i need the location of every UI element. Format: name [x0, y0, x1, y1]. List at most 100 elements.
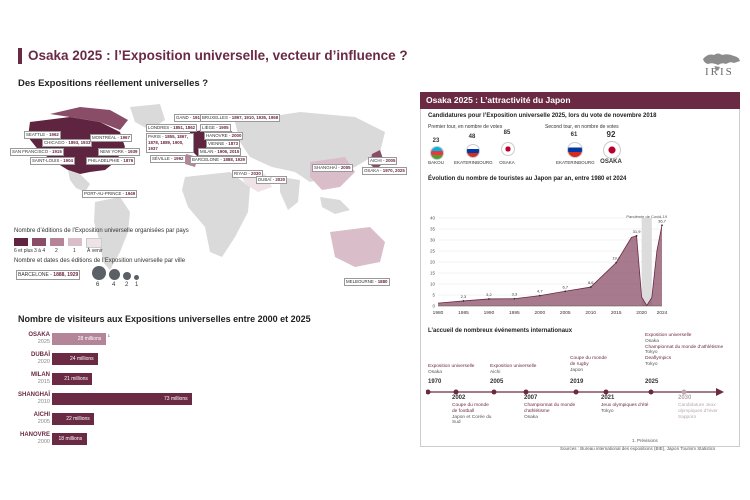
city-label: LIÈGE - 1905: [200, 124, 231, 132]
legend-bubble-label: 1: [135, 282, 139, 288]
x-tick-label: 2015: [611, 310, 622, 316]
x-tick-label: 1985: [458, 310, 469, 316]
legend-label: 1: [73, 248, 76, 254]
city-label: BARCELONE - 1888, 1929: [190, 156, 247, 164]
country-label: EKATERINBOURG: [454, 160, 493, 165]
legend-bubble-label: 4: [112, 282, 116, 288]
y-tick-label: 25: [430, 249, 436, 254]
data-point: [589, 286, 592, 288]
japan-panel-title: Osaka 2025 : L’attractivité du Japon: [426, 95, 571, 105]
y-tick-label: 30: [430, 238, 436, 243]
x-tick-label: 2005: [560, 310, 571, 316]
timeline-event: Exposition universelle Osaka Championnat …: [645, 333, 724, 367]
legend-swatch: [86, 238, 102, 248]
sources: Sources : Bureau international des expos…: [560, 446, 716, 451]
legend-label: À venir: [87, 248, 103, 254]
city-label: NEW YORK - 1939: [98, 148, 140, 156]
tourism-title: Évolution du nombre de touristes au Japo…: [428, 176, 627, 182]
city-label: PARIS - 1855, 1867, 1878, 1889, 1900, 19…: [146, 133, 194, 153]
timeline-year: 2030: [678, 395, 692, 401]
y-tick-label: 10: [430, 282, 436, 287]
data-label: 2,3: [461, 294, 467, 299]
japan-panel-header: [420, 92, 740, 109]
visitors-bar: [52, 393, 192, 405]
data-label: 31,9: [633, 229, 642, 234]
round1-label: Premier tour, en nombre de votes: [428, 124, 503, 130]
footnote: 1. Prévisions: [632, 438, 658, 443]
timeline-year: 2021: [601, 395, 615, 401]
visitors-bar: [52, 353, 99, 365]
visitors-city: MILAN: [31, 372, 50, 378]
votes-count: 23: [432, 138, 440, 144]
legend-editions-title: Nombre d’éditions de l’Exposition univer…: [14, 228, 189, 234]
x-tick-label: 2010: [585, 310, 596, 316]
x-tick-label: 1995: [509, 310, 520, 316]
city-label: SEATTLE - 1962: [24, 131, 61, 139]
country-label: OSAKA: [499, 160, 515, 165]
data-point: [488, 298, 490, 300]
x-tick-label: 2000: [534, 310, 545, 316]
visitors-heading: Nombre de visiteurs aux Expositions univ…: [18, 314, 311, 324]
legend-bubble: [123, 272, 131, 280]
x-tick-label: 1980: [433, 310, 444, 316]
visitors-value-label: 21 millions: [64, 376, 88, 382]
visitors-value-label: 24 millions: [70, 356, 94, 362]
round2-label: Second tour, en nombre de votes: [545, 124, 619, 130]
data-point: [635, 234, 638, 237]
data-label: 36,7: [658, 218, 667, 223]
city-label: SAN FRANCISCO - 1915: [10, 148, 64, 156]
visitors-bar: [52, 433, 87, 445]
globe-logo-icon: [703, 53, 740, 71]
visitors-bar: [52, 413, 95, 425]
y-tick-label: 40: [430, 216, 436, 221]
legend-cities-title: Nombre et dates des éditions de l’Exposi…: [14, 258, 186, 264]
country-label: EKATERINBOURG: [556, 160, 595, 165]
data-label: 3,2: [486, 292, 492, 297]
visitors-note-marker: 1: [107, 333, 110, 338]
x-tick-label: 1990: [484, 310, 495, 316]
visitors-city: DUBAÏ: [31, 352, 50, 358]
y-tick-label: 0: [432, 304, 435, 309]
votes-count: 85: [503, 130, 511, 136]
visitors-city: HANOVRE: [19, 432, 50, 438]
visitors-bar: [52, 333, 106, 345]
city-label: MILAN - 1906, 2015: [198, 148, 242, 156]
legend-swatch: [50, 238, 64, 246]
visitors-year: 2015: [37, 379, 50, 385]
tourism-area: [438, 225, 662, 306]
timeline-event: Exposition universelle Aichi: [490, 364, 537, 375]
data-point: [513, 297, 516, 300]
data-label: 19,7: [612, 256, 621, 261]
legend-bubble: [92, 266, 106, 280]
timeline-event: Exposition universelle Osaka: [428, 364, 475, 375]
timeline-event: Championnat du monde d’athlétisme Osaka: [524, 403, 576, 420]
legend-bubble: [109, 269, 120, 280]
country-label: OSAKA: [600, 159, 622, 165]
timeline-dot: [603, 389, 609, 395]
timeline-year: 1970: [428, 379, 442, 385]
timeline-year: 2007: [524, 395, 538, 401]
city-label: HANOVRE - 2000: [204, 132, 244, 140]
data-label: 3,3: [512, 292, 518, 297]
y-tick-label: 5: [432, 293, 435, 298]
data-point: [564, 290, 567, 293]
city-label: PORT-AU-PRINCE - 1949: [82, 190, 138, 198]
city-label: SÉVILLE - 1992: [150, 155, 186, 163]
votes-count: 61: [570, 132, 578, 138]
y-tick-label: 15: [430, 271, 436, 276]
tourism-area-chart: 0 5 10 15 20 25 30 35 40 Pandémie de Covid-19 2,3 3…: [430, 214, 668, 316]
legend-bubble-label: 2: [125, 282, 129, 288]
timeline-event: Candidature Jeux olympiques d’hiver Sappo…: [678, 403, 718, 420]
candidatures-title: Candidatures pour l’Exposition universel…: [428, 113, 657, 119]
city-label: SHANGHAÏ - 2005: [312, 164, 353, 172]
country-label: BAKOU: [428, 160, 444, 165]
visitors-value-label: 73 millions: [164, 396, 188, 402]
legend-swatch: [68, 238, 82, 246]
visitors-city: OSAKA: [28, 332, 50, 338]
city-label: CHICAGO - 1893, 1933: [42, 139, 93, 147]
azerbaijan-flag-icon: [430, 146, 444, 160]
y-tick-label: 20: [430, 260, 436, 265]
city-label: LONDRES - 1851, 1862: [146, 124, 198, 132]
legend-bubble-label: 6: [96, 282, 100, 288]
city-label: SAINT-LOUIS - 1904: [30, 157, 76, 165]
